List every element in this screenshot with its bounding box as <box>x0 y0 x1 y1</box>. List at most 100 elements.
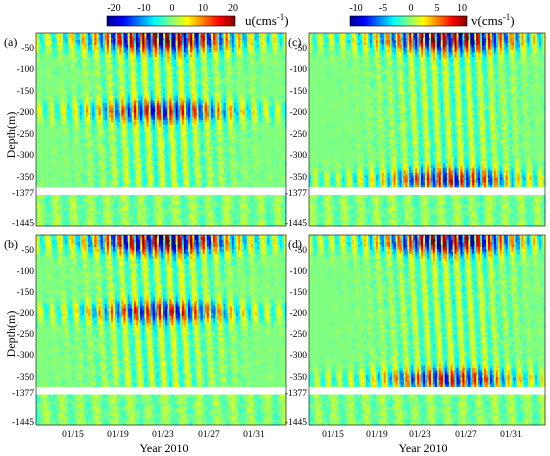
heatmap-cell <box>167 182 170 186</box>
heatmap-cell <box>113 74 116 77</box>
heatmap-cell <box>171 163 174 167</box>
heatmap-cell <box>158 76 162 80</box>
heatmap-cell <box>269 47 272 51</box>
heatmap-cell <box>248 201 251 205</box>
heatmap-cell <box>119 172 122 176</box>
heatmap-cell <box>202 93 206 97</box>
heatmap-cell <box>248 42 251 46</box>
heatmap-cell <box>200 105 204 109</box>
heatmap-cell <box>281 40 285 44</box>
heatmap-cell <box>83 54 87 58</box>
heatmap-cell <box>146 141 149 145</box>
heatmap-cell <box>202 182 206 186</box>
heatmap-cell <box>150 153 154 157</box>
heatmap-cell <box>215 35 218 39</box>
heatmap-cell <box>83 74 87 77</box>
heatmap-cell <box>236 40 239 44</box>
heatmap-cell <box>140 117 143 121</box>
heatmap-cell <box>179 216 183 221</box>
heatmap-cell <box>71 47 74 51</box>
heatmap-cell <box>248 105 251 109</box>
heatmap-cell <box>258 204 262 208</box>
heatmap-cell <box>156 219 160 224</box>
heatmap-cell <box>279 213 283 218</box>
heatmap-cell <box>181 134 185 138</box>
heatmap-cell <box>240 35 243 39</box>
heatmap-cell <box>204 207 208 211</box>
heatmap-cell <box>269 198 272 202</box>
heatmap-cell <box>211 172 214 176</box>
heatmap-cell <box>123 172 126 176</box>
heatmap-cell <box>150 182 154 186</box>
heatmap-cell <box>246 71 249 75</box>
heatmap-cell <box>173 66 176 70</box>
heatmap-cell <box>217 148 220 152</box>
heatmap-cell <box>261 59 264 63</box>
heatmap-cell <box>100 204 104 208</box>
heatmap-cell <box>79 66 83 70</box>
heatmap-cell <box>169 33 172 36</box>
heatmap-cell <box>206 42 210 46</box>
heatmap-cell <box>246 134 249 138</box>
heatmap-cell <box>142 158 145 162</box>
heatmap-cell <box>190 172 193 176</box>
heatmap-cell <box>52 45 56 48</box>
heatmap-cell <box>254 54 258 58</box>
heatmap-cell <box>156 83 160 87</box>
heatmap-cell <box>196 45 199 48</box>
heatmap-cell <box>142 131 145 135</box>
heatmap-cell <box>106 165 110 169</box>
heatmap-cell <box>152 105 156 109</box>
heatmap-cell <box>69 45 72 48</box>
heatmap-cell <box>208 107 212 111</box>
heatmap-cell <box>125 151 129 155</box>
heatmap-cell <box>73 127 76 130</box>
heatmap-cell <box>219 102 222 106</box>
heatmap-cell <box>125 163 129 167</box>
heatmap-cell <box>175 219 179 224</box>
heatmap-cell <box>238 71 241 75</box>
heatmap-cell <box>208 124 212 128</box>
heatmap-cell <box>125 160 129 164</box>
heatmap-cell <box>46 47 49 51</box>
heatmap-cell <box>63 158 66 162</box>
heatmap-cell <box>169 136 172 140</box>
heatmap-cell <box>121 134 124 138</box>
heatmap-cell <box>146 131 149 135</box>
heatmap-cell <box>115 180 118 183</box>
heatmap-cell <box>136 168 139 171</box>
heatmap-cell <box>250 66 254 70</box>
heatmap-cell <box>219 52 222 56</box>
heatmap-cell <box>283 201 287 205</box>
heatmap-cell <box>131 54 135 58</box>
heatmap-cell <box>131 86 135 89</box>
heatmap-cell <box>186 98 189 101</box>
heatmap-cell <box>277 35 281 39</box>
heatmap-cell <box>161 134 164 138</box>
heatmap-cell <box>194 127 197 130</box>
heatmap-cell <box>202 146 206 150</box>
heatmap-cell <box>127 136 131 140</box>
heatmap-cell <box>277 33 281 36</box>
heatmap-cell <box>200 129 204 133</box>
heatmap-cell <box>158 95 162 99</box>
heatmap-cell <box>42 33 45 36</box>
heatmap-cell <box>177 40 181 44</box>
heatmap-cell <box>50 195 54 199</box>
heatmap-cell <box>221 40 224 44</box>
heatmap-cell <box>236 100 239 104</box>
heatmap-cell <box>181 122 185 126</box>
heatmap-cell <box>231 33 235 36</box>
heatmap-cell <box>242 115 245 118</box>
heatmap-cell <box>123 93 126 97</box>
heatmap-cell <box>56 115 60 118</box>
heatmap-cell <box>194 100 197 104</box>
heatmap-cell <box>136 165 139 169</box>
heatmap-cell <box>219 131 222 135</box>
heatmap-cell <box>148 59 151 63</box>
heatmap-cell <box>248 95 251 99</box>
heatmap-cell <box>150 204 154 208</box>
heatmap-cell <box>221 47 224 51</box>
heatmap-cell <box>196 160 199 164</box>
heatmap-cell <box>186 216 189 221</box>
